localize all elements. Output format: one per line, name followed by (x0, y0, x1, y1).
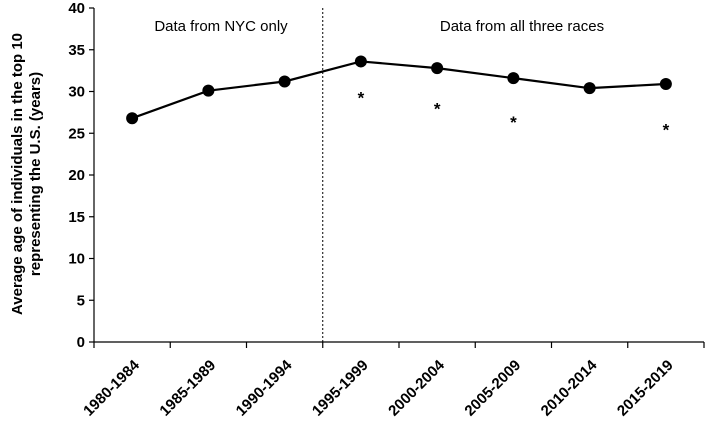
y-tick-label: 35 (68, 42, 85, 59)
significance-asterisk: * (663, 120, 670, 139)
y-tick-label: 15 (68, 209, 85, 226)
data-point (354, 55, 367, 68)
region-label-nyc: Data from NYC only (154, 18, 288, 35)
data-point (202, 84, 215, 97)
region-labels: Data from NYC only Data from all three r… (154, 18, 604, 35)
x-tick-label: 1995-1999 (309, 357, 372, 420)
y-tick-label: 0 (77, 334, 85, 351)
y-axis-label-line-1: Average age of individuals in the top 10 (9, 33, 26, 315)
y-tick-label: 10 (68, 251, 85, 268)
x-tick-label: 2000-2004 (385, 356, 448, 419)
x-tick-label: 2015-2019 (614, 357, 677, 420)
y-tick-label: 30 (68, 84, 85, 101)
y-axis-label-line-2: representing the U.S. (years) (27, 72, 44, 276)
x-tick-label: 2005-2009 (461, 357, 524, 420)
y-tick-label: 20 (68, 167, 85, 184)
region-label-all-races: Data from all three races (440, 18, 604, 35)
x-tick-label: 1980-1984 (80, 356, 143, 419)
y-axis-label: Average age of individuals in the top 10… (9, 33, 44, 315)
series-line (131, 60, 666, 120)
significance-asterisk: * (510, 113, 517, 132)
data-point (583, 82, 596, 95)
x-tick-label: 2010-2014 (538, 356, 601, 419)
y-tick-label: 5 (77, 292, 85, 309)
data-point (659, 77, 672, 90)
y-tick-label: 25 (68, 125, 85, 142)
data-point (278, 75, 291, 88)
chart-marks: * * * * (126, 55, 672, 139)
x-tick-label: 1990-1994 (233, 356, 296, 419)
data-point (507, 72, 520, 85)
significance-asterisk: * (434, 100, 441, 119)
data-point (431, 62, 444, 75)
significance-asterisk: * (358, 89, 365, 108)
y-tick-label: 40 (68, 0, 85, 17)
data-point (126, 112, 139, 125)
x-tick-label: 1985-1989 (156, 357, 219, 420)
